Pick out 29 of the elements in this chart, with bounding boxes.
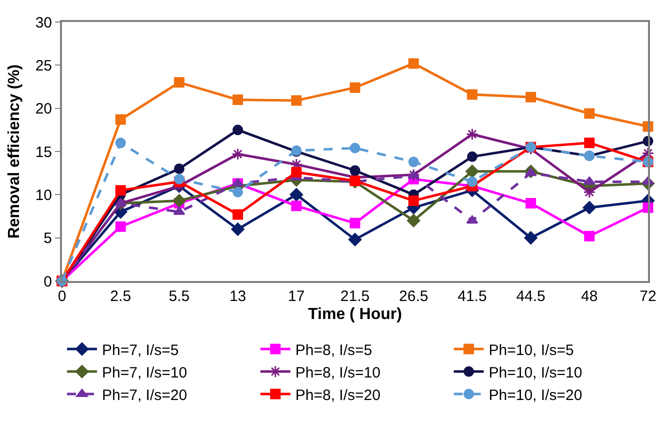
x-tick-label: 13 — [229, 288, 246, 305]
x-tick-label: 21.5 — [340, 288, 370, 305]
x-axis-title: Time ( Hour) — [308, 306, 402, 324]
legend-label: Ph=8, I/s=10 — [295, 364, 380, 382]
x-tick-label: 17 — [288, 288, 305, 305]
y-tick-label: 0 — [44, 273, 52, 290]
y-tick-label: 20 — [35, 100, 52, 118]
y-tick-label: 10 — [35, 186, 52, 204]
legend-label: Ph=7, I/s=20 — [102, 386, 188, 404]
legend-label: Ph=10, I/s=20 — [488, 386, 582, 404]
legend-label: Ph=10, I/s=5 — [488, 342, 574, 359]
x-tick-label: 41.5 — [458, 288, 487, 305]
y-tick-label: 15 — [35, 144, 52, 161]
x-tick-label: 72 — [640, 288, 656, 305]
legend-label: Ph=7, I/s=5 — [102, 342, 179, 359]
legend-label: Ph=10, I/s=10 — [488, 364, 582, 382]
x-tick-label: 0 — [58, 288, 66, 305]
x-tick-label: 26.5 — [399, 288, 428, 305]
x-tick-label: 5.5 — [168, 288, 190, 305]
y-tick-label: 5 — [44, 230, 52, 248]
legend-label: Ph=7, I/s=10 — [102, 364, 188, 382]
y-tick-label: 30 — [35, 14, 52, 32]
x-tick-label: 44.5 — [516, 288, 546, 305]
legend-label: Ph=8, I/s=5 — [295, 342, 372, 359]
x-tick-label: 48 — [581, 288, 598, 305]
y-axis-title: Removal efficiency (%) — [6, 64, 23, 239]
y-tick-label: 25 — [35, 57, 52, 74]
x-tick-label: 2.5 — [110, 288, 132, 305]
legend-label: Ph=8, I/s=20 — [295, 386, 380, 404]
